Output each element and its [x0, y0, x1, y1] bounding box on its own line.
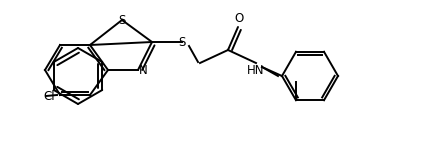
Text: HN: HN — [247, 64, 265, 77]
Text: Cl: Cl — [43, 90, 55, 102]
Text: S: S — [118, 14, 126, 26]
Text: N: N — [139, 64, 148, 78]
Text: O: O — [234, 12, 244, 25]
Text: S: S — [179, 36, 186, 48]
